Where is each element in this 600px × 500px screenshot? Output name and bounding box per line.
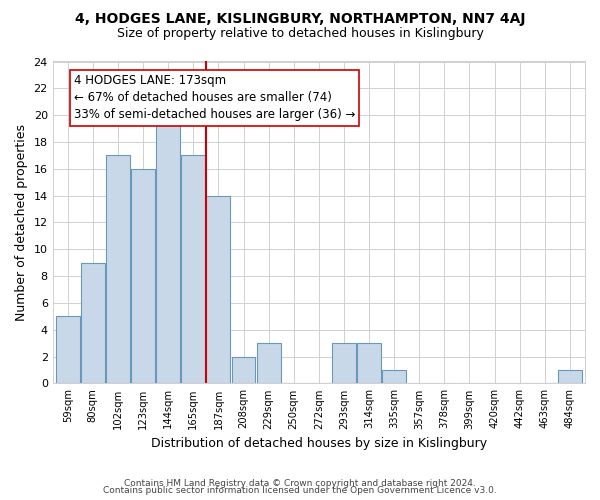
Bar — [156, 115, 180, 384]
Text: 4 HODGES LANE: 173sqm
← 67% of detached houses are smaller (74)
33% of semi-deta: 4 HODGES LANE: 173sqm ← 67% of detached … — [74, 74, 355, 122]
Bar — [81, 262, 105, 384]
Bar — [332, 343, 356, 384]
Bar — [106, 156, 130, 384]
Text: Contains public sector information licensed under the Open Government Licence v3: Contains public sector information licen… — [103, 486, 497, 495]
Bar — [56, 316, 80, 384]
Text: Contains HM Land Registry data © Crown copyright and database right 2024.: Contains HM Land Registry data © Crown c… — [124, 478, 476, 488]
Bar — [181, 156, 205, 384]
Bar — [558, 370, 582, 384]
Bar — [357, 343, 381, 384]
Bar — [206, 196, 230, 384]
Bar — [257, 343, 281, 384]
Bar — [131, 169, 155, 384]
Y-axis label: Number of detached properties: Number of detached properties — [15, 124, 28, 321]
Text: Size of property relative to detached houses in Kislingbury: Size of property relative to detached ho… — [116, 28, 484, 40]
Bar — [232, 356, 256, 384]
Bar — [382, 370, 406, 384]
Text: 4, HODGES LANE, KISLINGBURY, NORTHAMPTON, NN7 4AJ: 4, HODGES LANE, KISLINGBURY, NORTHAMPTON… — [75, 12, 525, 26]
X-axis label: Distribution of detached houses by size in Kislingbury: Distribution of detached houses by size … — [151, 437, 487, 450]
